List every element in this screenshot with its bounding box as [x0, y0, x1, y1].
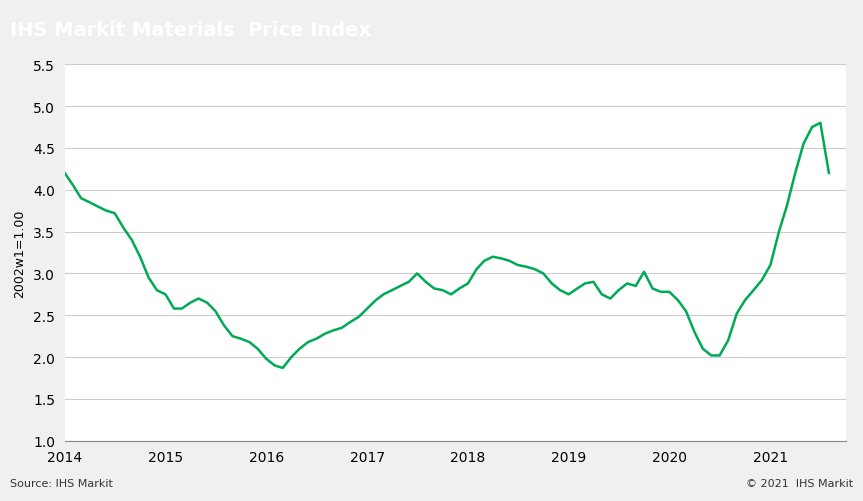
Y-axis label: 2002w1=1.00: 2002w1=1.00 [13, 209, 26, 297]
Text: © 2021  IHS Markit: © 2021 IHS Markit [746, 478, 853, 488]
Text: Source: IHS Markit: Source: IHS Markit [10, 478, 113, 488]
Text: IHS Markit Materials  Price Index: IHS Markit Materials Price Index [10, 21, 371, 40]
